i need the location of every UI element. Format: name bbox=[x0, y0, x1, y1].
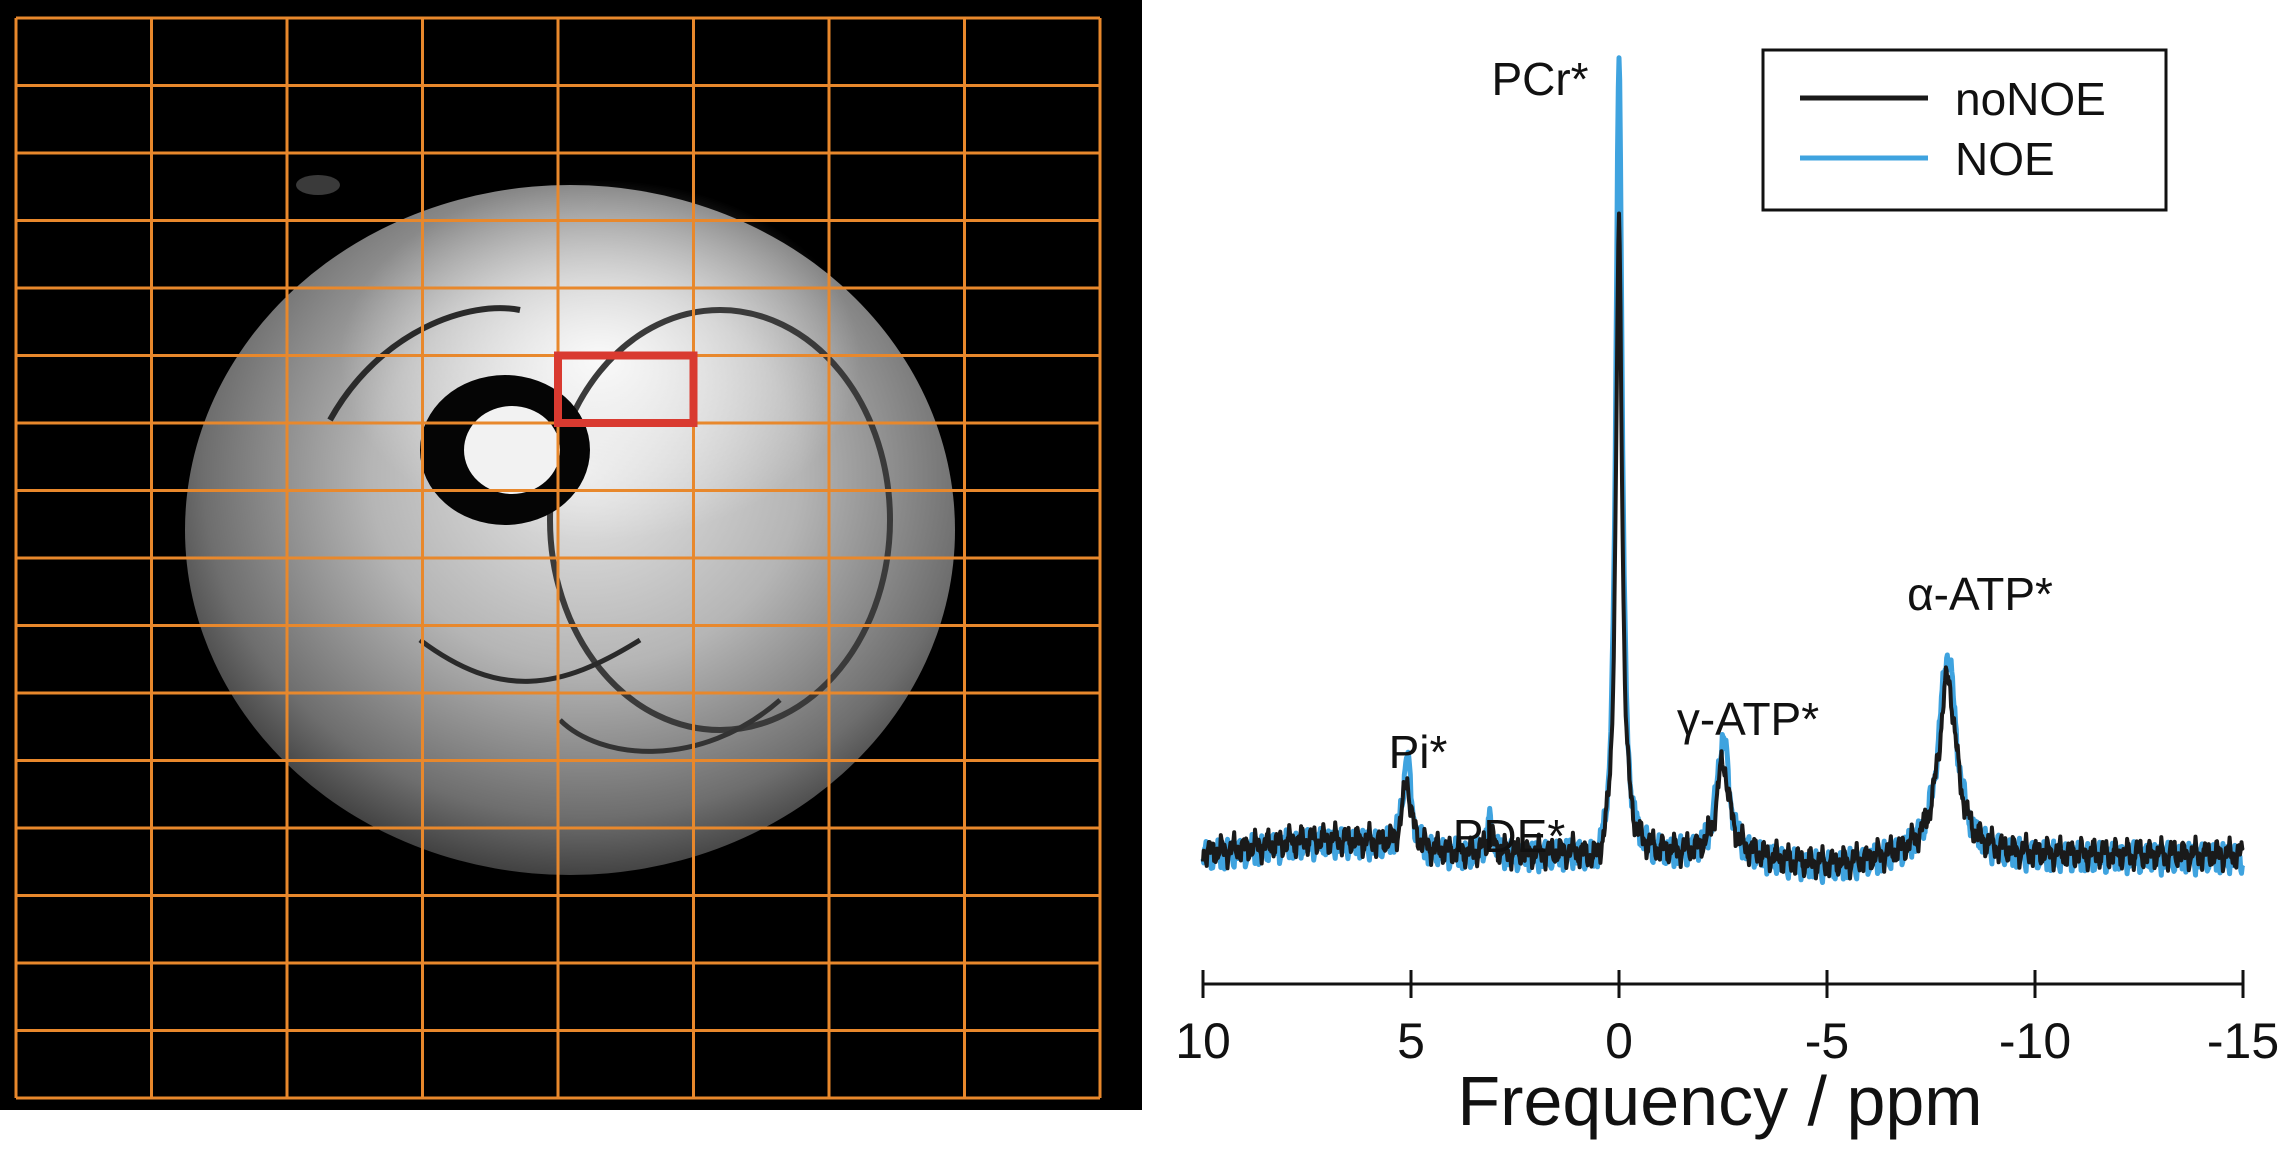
muscle-boundary bbox=[418, 637, 642, 684]
x-axis-label: Frequency / ppm bbox=[1457, 1062, 1982, 1140]
legend: noNOE NOE bbox=[1761, 48, 2168, 212]
legend-label-nonoe: noNOE bbox=[1955, 73, 2106, 125]
mri-panel bbox=[0, 0, 1142, 1110]
muscle-boundary bbox=[558, 698, 782, 754]
x-ticks: 10 5 0 -5 -10 -15 bbox=[1175, 970, 2279, 1069]
x-tick-label: 5 bbox=[1397, 1013, 1425, 1069]
x-tick-label: 10 bbox=[1175, 1013, 1231, 1069]
x-tick-label: -5 bbox=[1805, 1013, 1849, 1069]
annotation-pde: PDE* bbox=[1453, 810, 1566, 862]
legend-box bbox=[1761, 48, 2168, 212]
annotation-gamma-atp: γ-ATP* bbox=[1677, 693, 1819, 745]
series-line-nonoe bbox=[1201, 211, 2245, 881]
series-layer bbox=[1200, 55, 2246, 885]
muscle-boundary bbox=[327, 305, 521, 422]
selected-voxel bbox=[554, 351, 698, 427]
x-tick-label: 0 bbox=[1605, 1013, 1633, 1069]
bright-muscle-region bbox=[340, 180, 860, 540]
muscle-boundary bbox=[547, 307, 893, 733]
x-tick-label: -15 bbox=[2207, 1013, 2279, 1069]
x-axis: 10 5 0 -5 -10 -15 Frequency / ppm bbox=[1175, 970, 2279, 1140]
x-tick-label: -10 bbox=[1999, 1013, 2071, 1069]
annotation-alpha-atp: α-ATP* bbox=[1907, 568, 2053, 620]
legend-label-noe: NOE bbox=[1955, 133, 2055, 185]
spectrum-panel: PCr* Pi* PDE* γ-ATP* α-ATP* 10 5 0 -5 -10 -15… bbox=[1175, 48, 2279, 1140]
annotation-pcr: PCr* bbox=[1491, 53, 1588, 105]
voxel-grid bbox=[14, 16, 1102, 1100]
femur-marrow bbox=[464, 406, 560, 494]
annotation-pi: Pi* bbox=[1389, 726, 1448, 778]
artifact-spot bbox=[296, 175, 340, 195]
peak-annotations: PCr* Pi* PDE* γ-ATP* α-ATP* bbox=[1389, 53, 2053, 862]
